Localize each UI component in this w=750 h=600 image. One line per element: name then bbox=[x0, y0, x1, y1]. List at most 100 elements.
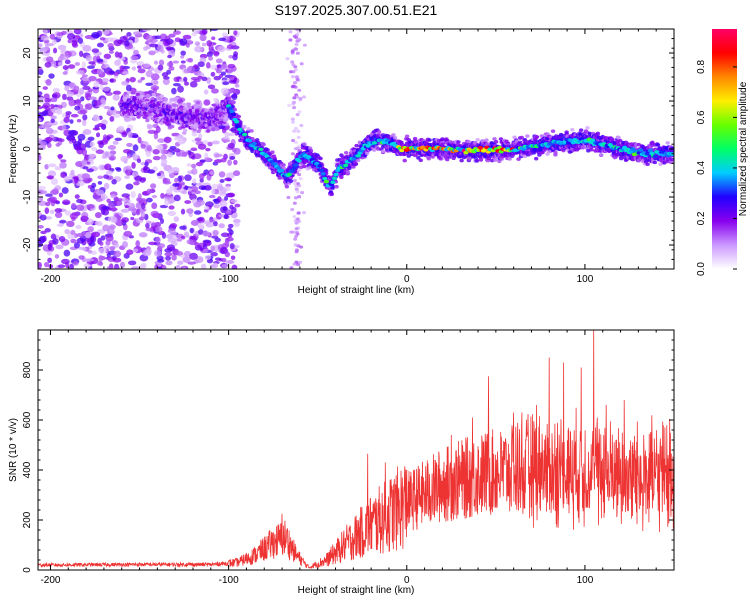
spectrogram-noise-point bbox=[122, 71, 129, 75]
spectrogram-noise-point bbox=[42, 102, 51, 109]
spectrogram-noise-point bbox=[111, 179, 117, 185]
spectrogram-noise-point bbox=[293, 196, 298, 200]
spectrogram-noise-point bbox=[180, 60, 186, 64]
spectrogram-noise-point bbox=[121, 208, 127, 213]
spectrogram-noise-point bbox=[90, 250, 97, 255]
spectrogram-noise-point bbox=[133, 31, 142, 36]
spectrogram-noise-point bbox=[231, 264, 238, 269]
spectrogram-noise-point bbox=[219, 179, 225, 183]
spectrogram-noise-point bbox=[169, 223, 178, 229]
spectrogram-ridge-point bbox=[230, 112, 237, 117]
spectrogram-noise-point bbox=[234, 203, 241, 208]
spectrogram-noise-point bbox=[293, 81, 298, 85]
spectrogram-noise-point bbox=[297, 184, 302, 188]
spectrogram-noise-point bbox=[74, 62, 81, 66]
spectrogram-noise-point bbox=[153, 132, 159, 140]
spectrogram-noise-point bbox=[78, 143, 87, 151]
spectrogram-noise-point bbox=[85, 54, 92, 62]
spectrogram-trace-point bbox=[318, 156, 323, 161]
spectrogram-noise-point bbox=[116, 110, 121, 114]
spectrogram-noise-point bbox=[224, 251, 230, 258]
spectrogram-noise-point bbox=[119, 261, 126, 269]
spectrogram-trace-point bbox=[534, 135, 540, 139]
spectrogram-noise-point bbox=[203, 89, 209, 95]
spectrogram-noise-point bbox=[97, 175, 104, 179]
spectrogram-noise-point bbox=[168, 33, 176, 38]
spectrogram-noise-point bbox=[76, 118, 82, 123]
spectrogram-noise-point bbox=[187, 57, 194, 63]
spectrogram-noise-point bbox=[69, 263, 74, 269]
spectrogram-noise-point bbox=[210, 245, 215, 252]
spectrogram-noise-point bbox=[201, 42, 207, 47]
spectrogram-trace-point bbox=[652, 160, 658, 165]
spectrogram-trace-point bbox=[302, 142, 307, 146]
spectrogram-noise-point bbox=[155, 226, 163, 233]
spectrogram-noise-point bbox=[44, 137, 53, 142]
spectrogram-trace-point bbox=[284, 184, 290, 189]
spectrogram-noise-point bbox=[78, 50, 84, 57]
spectrogram-noise-point bbox=[143, 63, 151, 68]
spectrogram-noise-point bbox=[57, 44, 67, 51]
spectrogram-noise-point bbox=[111, 216, 118, 224]
spectrogram-noise-point bbox=[194, 45, 203, 53]
spectrogram-noise-point bbox=[145, 82, 154, 86]
spectrogram-noise-point bbox=[122, 149, 132, 154]
spectrogram-noise-point bbox=[232, 54, 238, 61]
spectrogram-noise-point bbox=[234, 221, 240, 228]
spectrogram-noise-point bbox=[290, 152, 295, 156]
spectrogram-noise-point bbox=[180, 208, 186, 215]
spectrogram-noise-point bbox=[202, 248, 209, 253]
spectrogram-noise-point bbox=[115, 167, 122, 172]
spectrogram-noise-point bbox=[202, 140, 209, 145]
spectrogram-noise-point bbox=[112, 113, 121, 118]
spectrogram-noise-point bbox=[224, 240, 230, 247]
spectrogram-noise-point bbox=[99, 37, 106, 41]
spectrogram-noise-point bbox=[220, 71, 226, 76]
spectrogram-noise-point bbox=[187, 261, 196, 265]
spectrogram-noise-point bbox=[192, 178, 197, 184]
spectrogram-noise-point bbox=[293, 140, 298, 144]
spectrogram-noise-point bbox=[125, 183, 134, 190]
spectrogram-noise-point bbox=[168, 205, 175, 210]
spectrogram-noise-point bbox=[151, 194, 158, 199]
spectrogram-noise-point bbox=[215, 58, 223, 64]
spectrogram-noise-point bbox=[203, 205, 210, 210]
spectrogram-noise-point bbox=[103, 245, 111, 250]
spectrogram-trace-point bbox=[353, 162, 359, 166]
spectrogram-noise-point bbox=[157, 243, 166, 249]
spectrogram-noise-point bbox=[160, 149, 168, 155]
spectrogram-noise-point bbox=[52, 47, 58, 54]
spectrogram-noise-point bbox=[84, 231, 92, 239]
spectrogram-noise-point bbox=[51, 188, 59, 195]
spectrogram-noise-point bbox=[76, 198, 84, 204]
spectrogram-noise-point bbox=[227, 227, 232, 232]
spectrogram-noise-point bbox=[124, 40, 130, 47]
spectrogram-noise-point bbox=[123, 60, 128, 65]
spectrogram-noise-point bbox=[121, 132, 128, 138]
spectrogram-noise-point bbox=[109, 78, 114, 83]
spectrogram-noise-point bbox=[140, 143, 147, 149]
spectrogram-trace-point bbox=[665, 141, 670, 145]
spectrogram-noise-point bbox=[107, 202, 115, 208]
spectrogram-noise-point bbox=[70, 113, 79, 118]
spectrogram-noise-point bbox=[297, 110, 302, 114]
spectrogram-noise-point bbox=[184, 174, 192, 182]
spectrogram-noise-point bbox=[163, 97, 168, 104]
spectrogram-noise-point bbox=[174, 177, 179, 183]
spectrogram-noise-point bbox=[67, 33, 76, 40]
spectrogram-noise-point bbox=[135, 209, 141, 216]
spectrogram-noise-point bbox=[66, 220, 75, 228]
spectrogram-noise-point bbox=[179, 38, 188, 46]
spectrogram-noise-point bbox=[153, 213, 160, 219]
spectrogram-noise-point bbox=[154, 60, 159, 65]
spectrogram-noise-point bbox=[293, 243, 298, 247]
spectrogram-noise-point bbox=[103, 105, 111, 110]
spectrogram-noise-point bbox=[173, 194, 181, 202]
spectrogram-noise-point bbox=[124, 204, 129, 209]
spectrogram-trace-point bbox=[392, 135, 398, 140]
spectrogram-trace-point bbox=[217, 120, 222, 125]
spectrogram-noise-point bbox=[175, 264, 181, 269]
spectrogram-noise-point bbox=[292, 105, 297, 110]
spectrogram-noise-point bbox=[292, 34, 297, 38]
spectrogram-noise-point bbox=[105, 170, 114, 175]
